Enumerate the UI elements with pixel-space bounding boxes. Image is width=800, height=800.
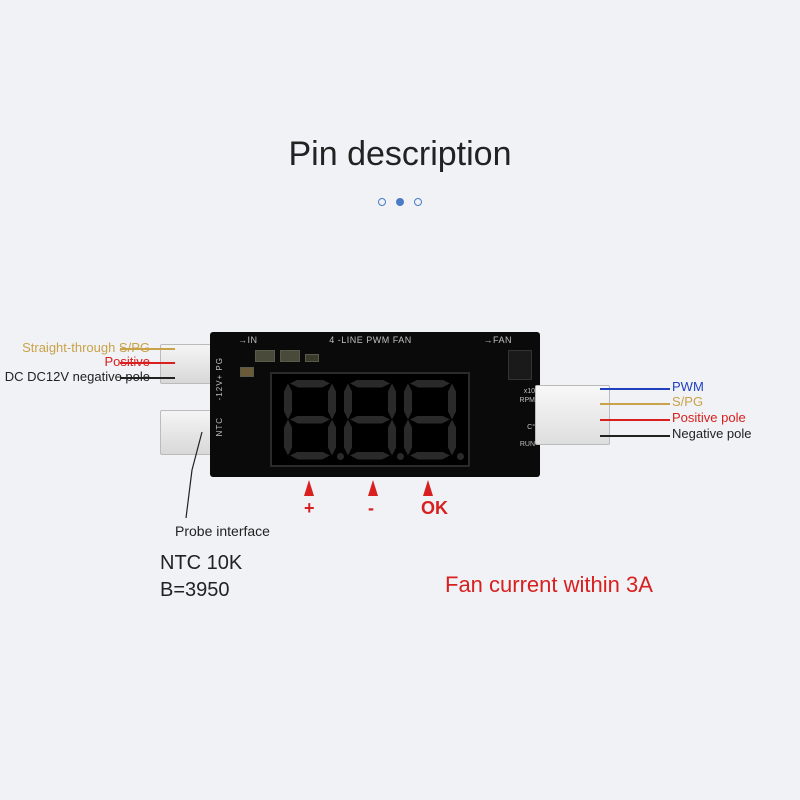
digit <box>404 380 456 460</box>
button-symbol-label: - <box>368 498 374 519</box>
pin-label: S/PG <box>672 394 703 409</box>
page-title: Pin description <box>288 135 511 174</box>
button-arrow-icon <box>304 480 314 496</box>
pin-diagram: →IN 4 -LINE PWM FAN →FAN -12V+ PG NTC x1… <box>0 320 800 720</box>
carousel-dots <box>378 198 422 206</box>
pin-label: Positive pole <box>672 410 746 425</box>
ntc-note: NTC 10K B=3950 <box>160 550 242 604</box>
pcb-side-pg-label: -12V+ PG <box>215 357 224 400</box>
digit <box>284 380 336 460</box>
pcb-side-ntc-label: NTC <box>215 417 224 436</box>
pin-label: PWM <box>672 379 704 394</box>
carousel-dot[interactable] <box>414 198 422 206</box>
smd-component <box>305 354 319 362</box>
pin-label: Negative pole <box>672 426 752 441</box>
ic-chip <box>508 350 532 380</box>
pcb-fan-label: →FAN <box>483 335 512 345</box>
pin-label: DC DC12V negative pole <box>5 369 150 384</box>
pcb-in-label: →IN <box>238 335 258 345</box>
fan-current-note: Fan current within 3A <box>445 572 653 598</box>
pin-wire <box>600 388 670 390</box>
probe-interface-label: Probe interface <box>175 523 270 539</box>
button-symbol-label: OK <box>421 498 448 519</box>
smd-capacitor <box>240 367 254 377</box>
pin-wire <box>600 435 670 437</box>
pin-wire <box>600 403 670 405</box>
pcb-title-label: 4 -LINE PWM FAN <box>329 335 412 345</box>
carousel-dot[interactable] <box>378 198 386 206</box>
pcb-board: →IN 4 -LINE PWM FAN →FAN -12V+ PG NTC x1… <box>210 332 540 477</box>
seven-segment-display <box>270 372 470 467</box>
pin-label: Straight-through S/PG <box>22 340 150 355</box>
button-arrow-icon <box>368 480 378 496</box>
fan-connector <box>535 385 610 445</box>
smd-component <box>280 350 300 362</box>
pin-label: Positive <box>104 354 150 369</box>
digit <box>344 380 396 460</box>
button-arrow-icon <box>423 480 433 496</box>
pcb-rpm-labels: x10 RPM C° RUN <box>519 387 535 449</box>
button-symbol-label: + <box>304 498 315 519</box>
pin-wire <box>600 419 670 421</box>
carousel-dot[interactable] <box>396 198 404 206</box>
ntc-connector <box>160 410 215 455</box>
smd-component <box>255 350 275 362</box>
